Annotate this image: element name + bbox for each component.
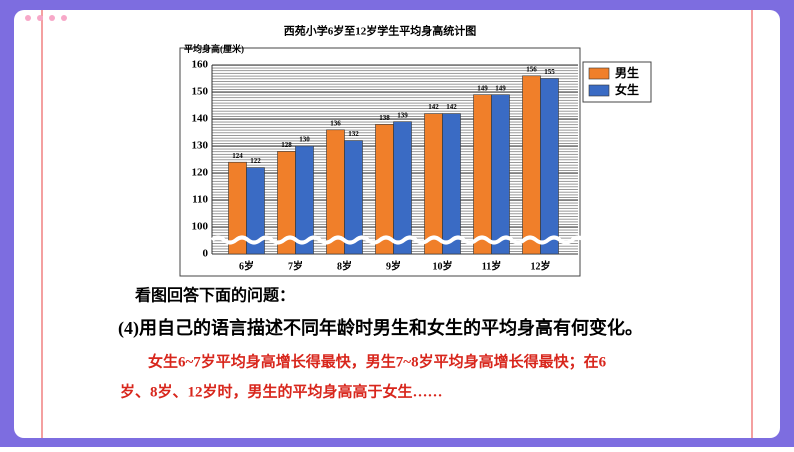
y-tick-label: 130 [192,140,209,152]
data-label: 155 [544,68,555,76]
x-tick-label: 10岁 [433,259,453,272]
bar [522,75,541,255]
data-label: 142 [446,103,457,111]
y-tick-label: 120 [192,167,209,179]
bar [375,124,394,255]
bar [295,145,314,255]
bar [473,94,492,255]
data-label: 142 [428,103,439,111]
legend-swatch [588,67,610,80]
dots [25,15,67,21]
bar [344,140,363,255]
bar [442,113,461,255]
data-label: 130 [299,136,310,144]
data-label: 122 [250,157,261,165]
x-tick-label: 12岁 [531,259,551,272]
y-tick-label: 100 [192,221,209,233]
data-label: 138 [379,114,390,122]
data-label: 149 [477,84,488,92]
legend-label: 男生 [615,65,639,80]
bar [491,94,510,255]
data-label: 139 [397,111,408,119]
y-axis-label: 平均身高(厘米) [184,43,244,54]
answer-line: 女生6~7岁平均身高增长得最快，男生7~8岁平均身高增长得最快；在6 [148,352,607,370]
axis-break [210,235,598,245]
chart-title: 西苑小学6岁至12岁学生平均身高统计图 [284,24,477,38]
x-tick-label: 7岁 [288,259,303,272]
bar [326,129,345,255]
x-tick-label: 8岁 [337,259,352,272]
y-tick-label: 160 [192,59,209,71]
answer-line: 岁、8岁、12岁时，男生的平均身高高于女生…… [120,382,443,400]
x-tick-label: 9岁 [386,259,401,272]
legend-swatch [588,84,610,97]
bar [246,167,265,255]
y-tick-label: 150 [192,86,209,98]
intro: 看图回答下面的问题： [134,286,295,305]
bar [540,78,559,255]
data-label: 156 [526,65,537,73]
y-tick-label: 140 [192,113,209,125]
bar [393,121,412,255]
y-tick-label: 110 [192,194,208,206]
data-label: 149 [495,84,506,92]
data-label: 124 [232,152,243,160]
data-label: 136 [330,119,341,127]
question: (4)用自己的语言描述不同年龄时男生和女生的平均身高有何变化。 [118,317,643,339]
y-tick-label: 0 [203,248,209,260]
data-label: 128 [281,141,292,149]
x-tick-label: 6岁 [239,259,254,272]
x-tick-label: 11岁 [482,259,501,272]
data-label: 132 [348,130,359,138]
bar [424,113,443,255]
legend-label: 女生 [615,82,639,97]
